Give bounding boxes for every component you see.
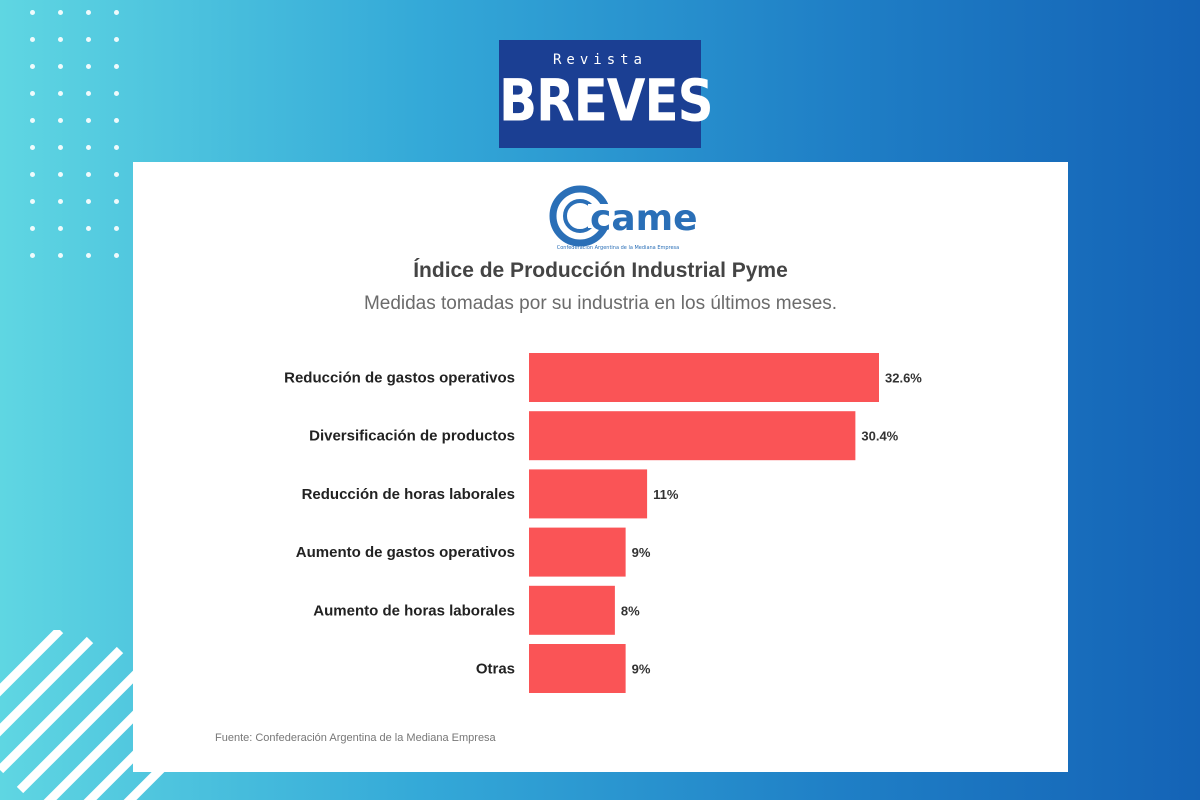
decorative-dot	[58, 199, 63, 204]
logo-top-text: Revista	[552, 52, 647, 68]
logo-main-text: BREVES	[499, 67, 714, 135]
came-logo-text: came	[590, 198, 698, 239]
decorative-dot	[30, 10, 35, 15]
decorative-dot	[114, 10, 119, 15]
decorative-dot	[114, 118, 119, 123]
decorative-dot	[58, 37, 63, 42]
bar-chart: Reducción de gastos operativos 32.6% Diver…	[284, 353, 922, 693]
decorative-dot	[30, 91, 35, 96]
value-label: 32.6%	[885, 371, 922, 386]
decorative-dot	[58, 172, 63, 177]
decorative-dot	[30, 199, 35, 204]
bar	[529, 469, 648, 519]
decorative-dot	[58, 226, 63, 231]
category-label: Diversificación de productos	[309, 428, 515, 445]
decorative-dot	[58, 64, 63, 69]
decorative-dot	[58, 91, 63, 96]
decorative-dot	[30, 226, 35, 231]
decorative-dot	[30, 37, 35, 42]
decorative-dot	[114, 199, 119, 204]
decorative-dot	[86, 91, 91, 96]
decorative-dot	[86, 145, 91, 150]
bar	[529, 644, 626, 693]
bar	[529, 527, 626, 577]
decorative-dots	[30, 10, 140, 270]
decorative-dot	[30, 172, 35, 177]
chart-subtitle: Medidas tomadas por su industria en los …	[363, 293, 838, 314]
category-label: Otras	[476, 661, 515, 678]
decorative-dot	[58, 118, 63, 123]
decorative-dot	[30, 118, 35, 123]
bar	[529, 353, 879, 402]
breves-logo: Revista BREVES	[499, 40, 714, 148]
decorative-dot	[86, 253, 91, 258]
decorative-dot	[86, 10, 91, 15]
category-label: Aumento de horas laborales	[313, 602, 515, 619]
category-label: Reducción de horas laborales	[302, 486, 515, 503]
decorative-dot	[30, 253, 35, 258]
decorative-dot	[114, 91, 119, 96]
bar	[529, 585, 615, 635]
decorative-dot	[114, 37, 119, 42]
decorative-dot	[86, 118, 91, 123]
decorative-dot	[86, 172, 91, 177]
decorative-dot	[58, 145, 63, 150]
bar	[529, 411, 856, 461]
chart-title: Índice de Producción Industrial Pyme	[413, 259, 788, 282]
decorative-dot	[114, 145, 119, 150]
chart-card: came Confederación Argentina de la Media…	[133, 162, 1068, 772]
decorative-dot	[114, 64, 119, 69]
value-label: 9%	[632, 545, 651, 560]
value-label: 9%	[632, 662, 651, 677]
category-label: Aumento de gastos operativos	[296, 544, 515, 561]
decorative-dot	[114, 172, 119, 177]
value-label: 8%	[621, 603, 640, 618]
came-logo-subtext: Confederación Argentina de la Mediana Em…	[556, 245, 680, 251]
decorative-dot	[86, 64, 91, 69]
value-label: 11%	[653, 487, 679, 502]
decorative-dot	[86, 199, 91, 204]
chart-source: Fuente: Confederación Argentina de la Me…	[215, 732, 496, 744]
decorative-dot	[30, 64, 35, 69]
decorative-dot	[86, 37, 91, 42]
decorative-dot	[86, 226, 91, 231]
decorative-dot	[58, 10, 63, 15]
came-logo-icon: came	[549, 185, 698, 247]
category-label: Reducción de gastos operativos	[284, 370, 515, 387]
value-label: 30.4%	[861, 429, 898, 444]
decorative-dot	[114, 253, 119, 258]
decorative-dot	[30, 145, 35, 150]
decorative-dot	[114, 226, 119, 231]
decorative-dot	[58, 253, 63, 258]
